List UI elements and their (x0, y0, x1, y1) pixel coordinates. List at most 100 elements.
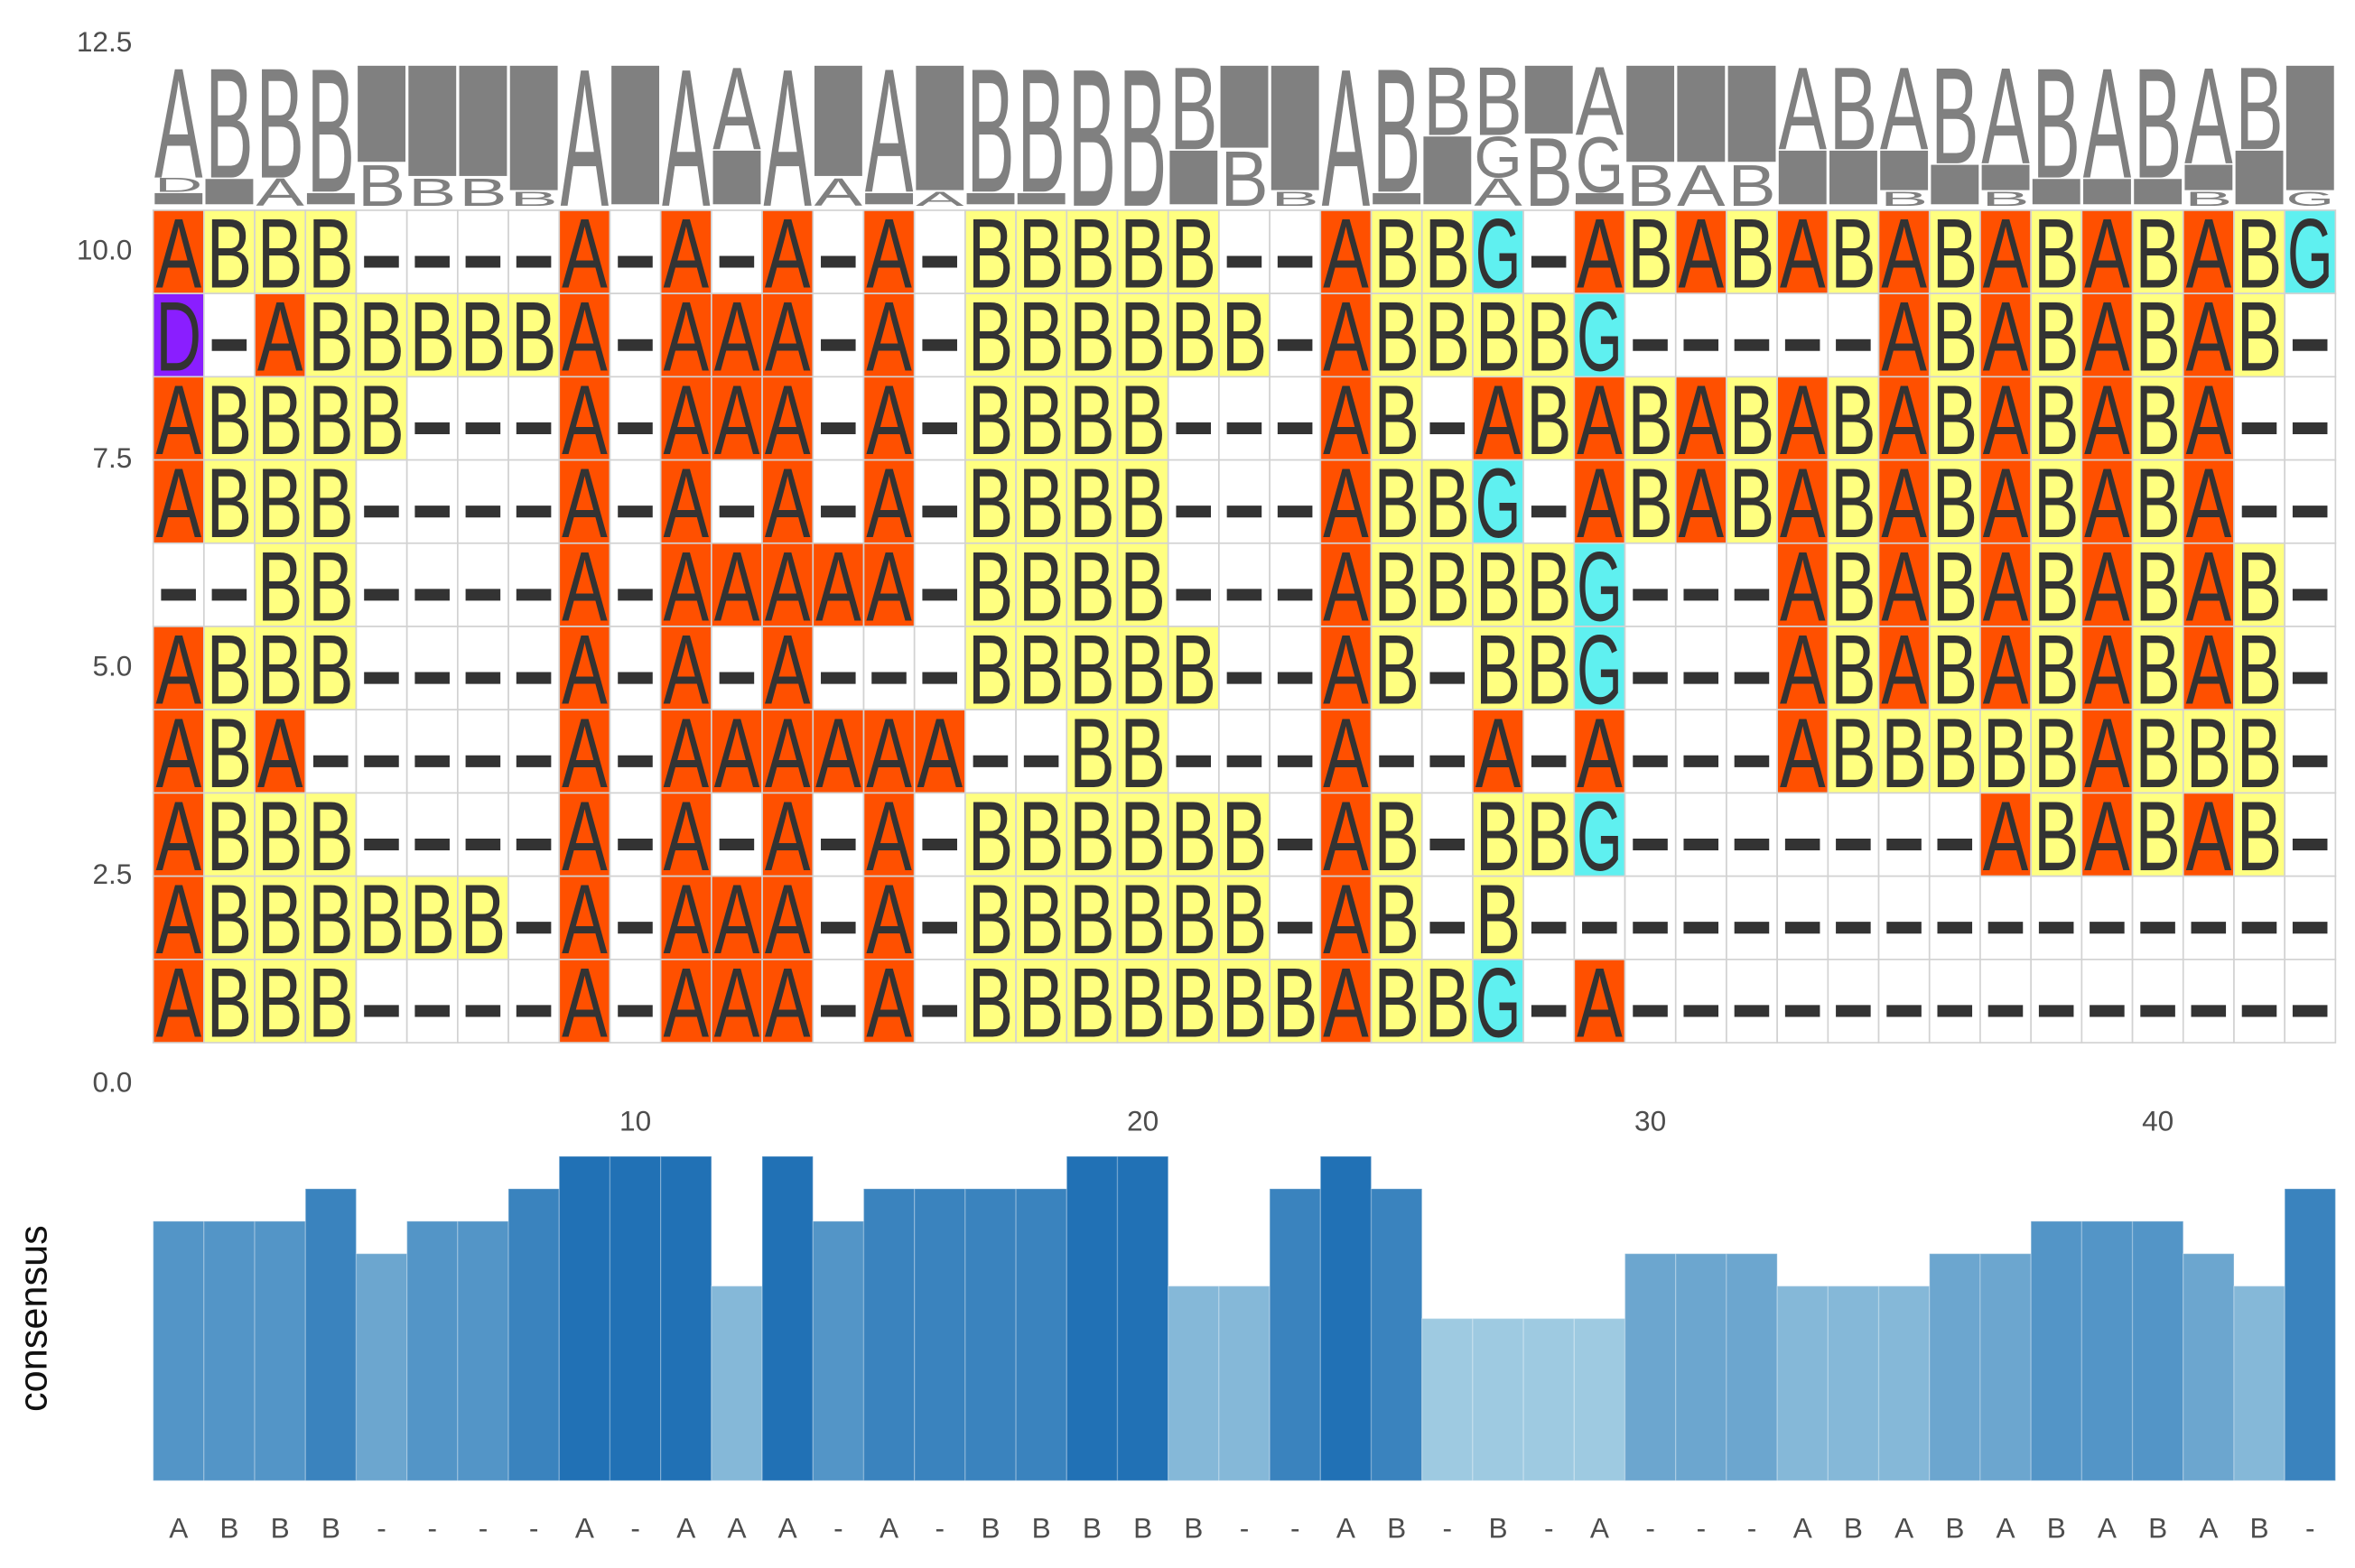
cell (1726, 459, 1778, 544)
cell (405, 542, 459, 627)
residue: B (1222, 782, 1268, 892)
residue: B (2237, 782, 2283, 892)
residue: B (2034, 449, 2080, 559)
cell (1726, 959, 1778, 1044)
logo-gap (1524, 65, 1573, 134)
logo-gap (1931, 164, 1979, 205)
residue: B (1373, 449, 1420, 559)
residue: A (1983, 782, 2029, 892)
cell (1674, 376, 1727, 461)
cell (1472, 209, 1524, 294)
residue: B (1171, 948, 1217, 1058)
residue: B (1120, 532, 1166, 642)
gap-symbol: - (461, 782, 507, 892)
gap-symbol: - (917, 782, 963, 892)
cell (405, 376, 459, 461)
logo-letter: B (1474, 47, 1522, 157)
consensus-bar (2233, 1285, 2285, 1481)
cell (152, 542, 205, 627)
consensus-label: A (169, 1511, 189, 1544)
cell (913, 626, 966, 711)
cell (1928, 709, 1981, 794)
residue: B (1830, 449, 1876, 559)
consensus-bar (711, 1285, 763, 1481)
gap-symbol: - (1627, 699, 1673, 809)
residue: B (1526, 283, 1572, 393)
logo-gap (814, 65, 862, 176)
gap-symbol: - (409, 532, 455, 642)
consensus-bar (660, 1155, 712, 1481)
logo-letter: B (1068, 29, 1116, 248)
residue: B (1171, 865, 1217, 975)
residue: A (815, 699, 861, 809)
gap-symbol: - (917, 532, 963, 642)
gap-symbol: - (612, 865, 658, 975)
gap-symbol: - (2237, 449, 2283, 559)
residue: B (2135, 616, 2181, 726)
residue: A (714, 532, 760, 642)
residue: B (1475, 283, 1522, 393)
consensus-label: B (219, 1511, 238, 1544)
consensus-label: A (1590, 1511, 1610, 1544)
residue: A (663, 449, 709, 559)
cell (1116, 542, 1169, 627)
gap-symbol: - (714, 616, 760, 726)
gap-symbol: - (1425, 366, 1471, 476)
cell (913, 542, 966, 627)
cell (2131, 959, 2184, 1044)
residue: A (1881, 449, 1927, 559)
residue: B (1932, 199, 1978, 309)
residue: A (765, 449, 811, 559)
cell (609, 875, 662, 960)
gap-symbol: - (815, 199, 861, 309)
residue: A (1323, 616, 1369, 726)
residue: A (866, 366, 912, 476)
residue: B (257, 366, 303, 476)
residue: B (1627, 449, 1673, 559)
gap-symbol: - (1932, 865, 1978, 975)
residue: B (968, 782, 1014, 892)
cell (254, 542, 307, 627)
cell (812, 292, 865, 378)
cell (2131, 792, 2184, 877)
gap-symbol: - (714, 199, 760, 309)
residue: B (257, 199, 303, 309)
cell (203, 459, 256, 544)
consensus-label: B (1184, 1511, 1203, 1544)
residue: B (2135, 283, 2181, 393)
consensus-label: A (2098, 1511, 2118, 1544)
cell (1674, 959, 1727, 1044)
cell (2284, 959, 2337, 1044)
residue: A (2186, 782, 2232, 892)
residue: B (358, 366, 405, 476)
cell (254, 376, 307, 461)
gap-symbol: - (1627, 865, 1673, 975)
cell (1420, 292, 1474, 378)
logo-gap (865, 192, 914, 205)
logo-gap (205, 179, 254, 205)
consensus-bar (2284, 1188, 2337, 1481)
residue: A (1323, 283, 1369, 393)
residue: A (1577, 699, 1623, 809)
cell (761, 376, 814, 461)
gap-symbol: - (1171, 699, 1217, 809)
residue: B (1526, 616, 1572, 726)
residue: B (1729, 199, 1775, 309)
cell (1827, 292, 1880, 378)
gap-symbol: - (1272, 782, 1318, 892)
gap-symbol: - (1272, 449, 1318, 559)
cell (862, 292, 916, 378)
residue: B (1120, 283, 1166, 393)
cell (609, 959, 662, 1044)
gap-symbol: - (358, 699, 405, 809)
residue: A (1983, 199, 2029, 309)
cell (2182, 542, 2235, 627)
consensus-label: B (1133, 1511, 1152, 1544)
residue: B (1932, 616, 1978, 726)
cell (1269, 709, 1322, 794)
cell (558, 542, 611, 627)
gap-symbol: - (308, 699, 354, 809)
gap-symbol: - (511, 532, 557, 642)
consensus-bar (1421, 1317, 1474, 1481)
cell (659, 292, 712, 378)
